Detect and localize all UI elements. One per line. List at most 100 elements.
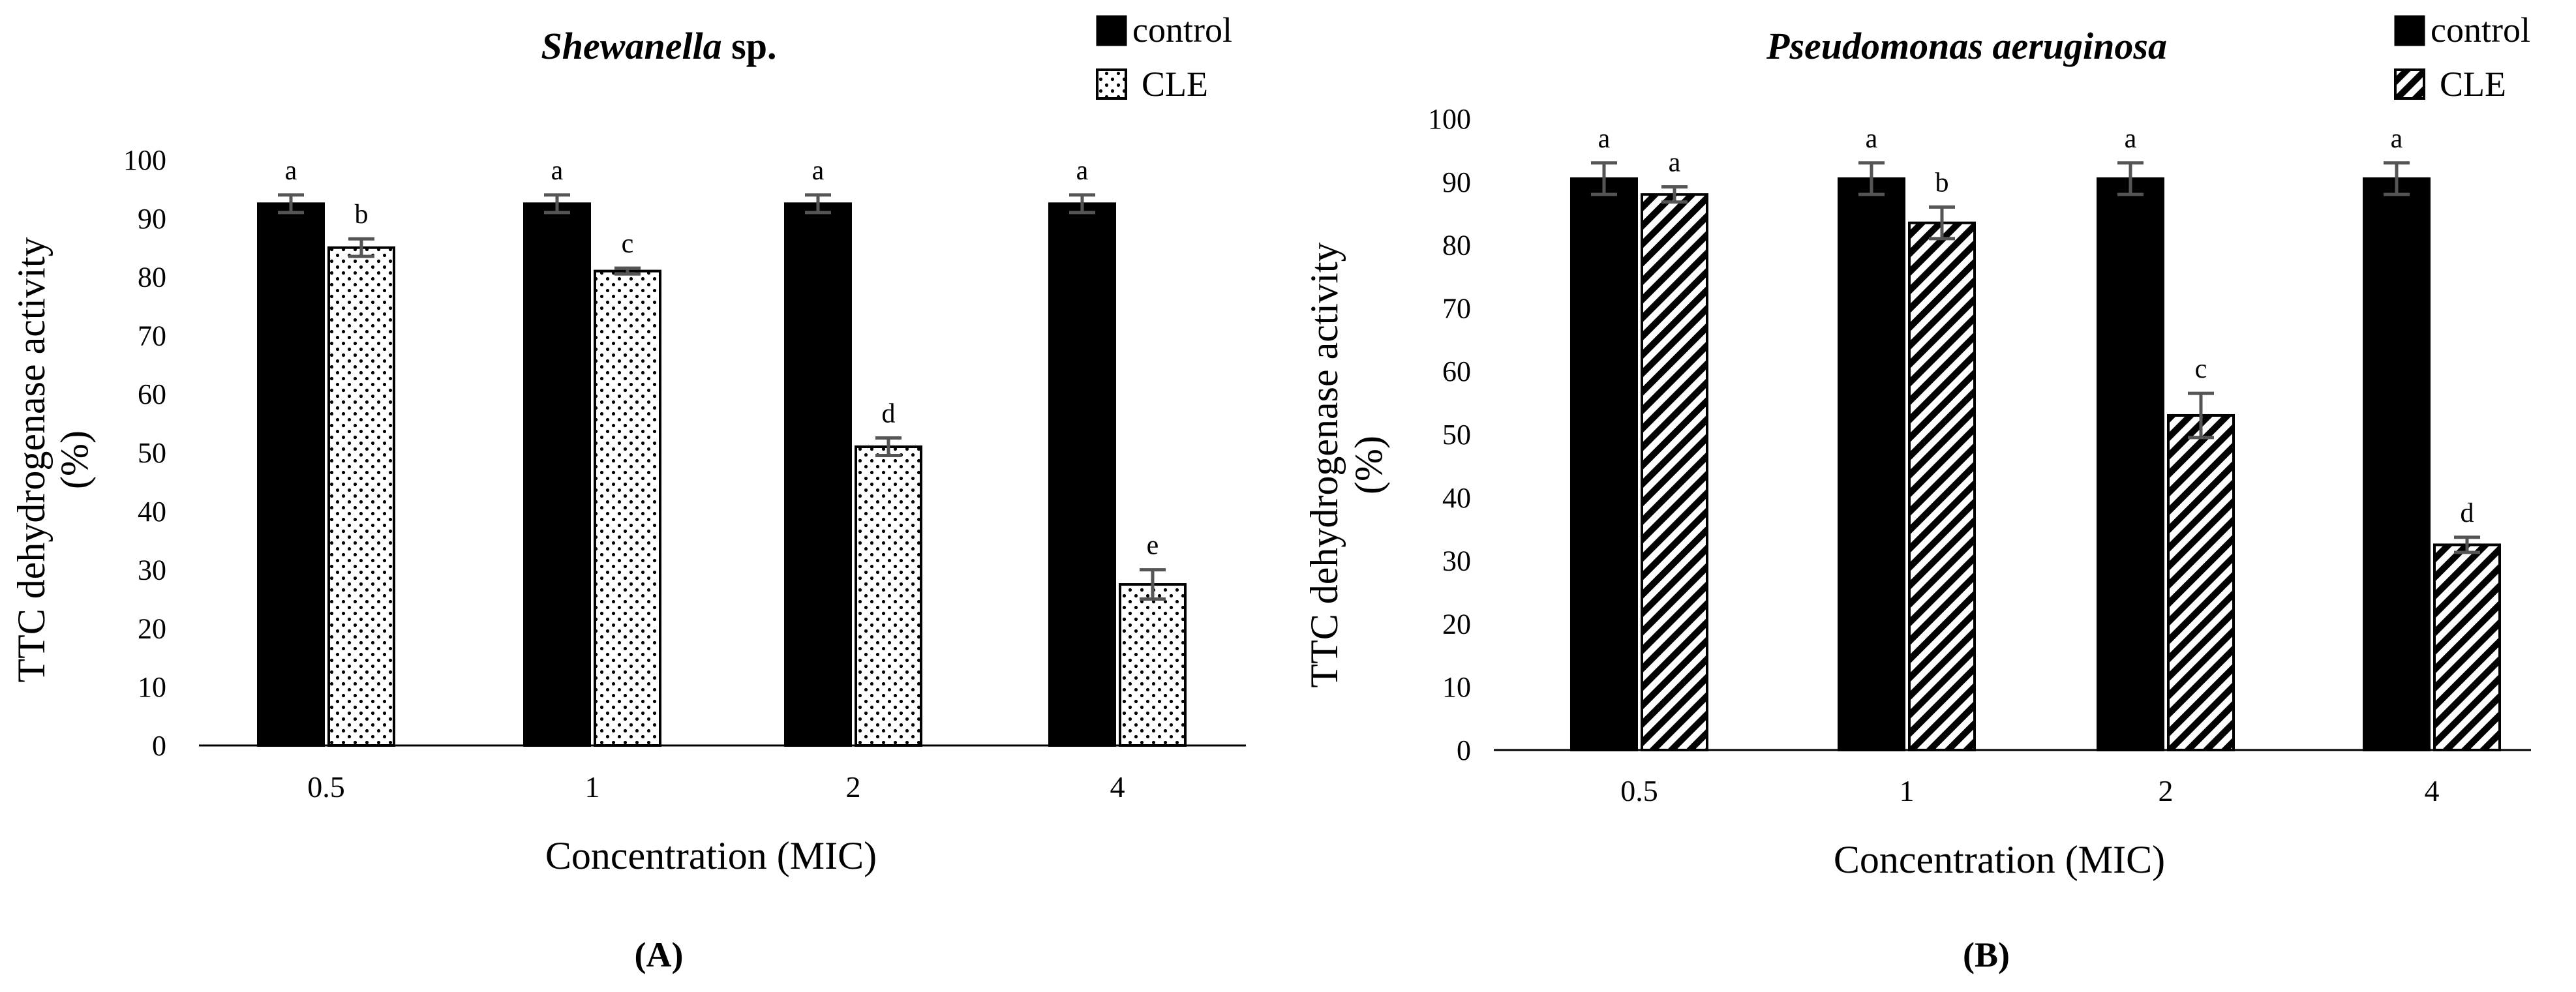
chart-a-xlabel: Concentration (MIC): [545, 834, 877, 877]
chart-a-title-rest: sp.: [722, 25, 777, 67]
error-bar: [2188, 391, 2214, 440]
chart-a-title: Shewanella sp.: [541, 25, 777, 67]
y-tick-label: 70: [1442, 292, 1471, 324]
error-bar: [1929, 205, 1955, 241]
y-tick-label: 10: [1442, 671, 1471, 703]
x-tick-label: 4: [1110, 770, 1125, 804]
legend-swatch-cle: [2394, 68, 2425, 100]
y-tick-label: 100: [123, 144, 166, 176]
bar-control: [1838, 177, 1905, 751]
y-tick-label: 60: [1442, 355, 1471, 387]
significance-letter: d: [882, 399, 896, 429]
chart-a-panel-label: (A): [635, 935, 684, 974]
y-tick-label: 70: [138, 320, 166, 352]
significance-letter: a: [1866, 124, 1878, 154]
x-tick-label: 1: [1900, 774, 1915, 807]
significance-letter: a: [285, 156, 297, 186]
y-tick-label: 90: [1442, 166, 1471, 198]
chart-b-ylabel-main: TTC dehydrogenase activity: [1303, 242, 1346, 687]
bar-cle: [1641, 193, 1708, 752]
x-tick-label: 0.5: [307, 770, 345, 804]
chart-b-ylabel-sub: (%): [1347, 436, 1390, 494]
significance-letter: a: [1598, 124, 1611, 154]
y-tick-label: 20: [138, 612, 166, 644]
y-tick-label: 0: [1457, 734, 1471, 766]
error-bar: [805, 193, 831, 215]
error-bar: [1858, 161, 1885, 196]
legend-swatch-control: [2394, 15, 2425, 46]
chart-b-ylabel: TTC dehydrogenase activity (%): [1303, 242, 1390, 687]
bar-control: [1570, 177, 1638, 751]
chart-a: Shewanella sp. control CLE TTC dehydroge…: [10, 10, 1246, 974]
chart-b-y-ticks: 0 10 20 30 40 50 60 70 80 90 100: [1428, 103, 1471, 766]
significance-letter: e: [1147, 531, 1159, 561]
error-bar: [1591, 161, 1617, 196]
x-tick-label: 0.5: [1620, 774, 1658, 807]
chart-a-bars: [257, 202, 1187, 747]
legend-label-cle: CLE: [2440, 65, 2506, 104]
y-tick-label: 80: [138, 262, 166, 293]
error-bar: [2117, 161, 2144, 196]
y-tick-label: 40: [138, 496, 166, 528]
significance-letter: a: [1669, 148, 1681, 178]
error-bar: [875, 436, 902, 457]
error-bar: [1140, 568, 1166, 601]
y-tick-label: 30: [138, 554, 166, 586]
chart-b-title-italic: Pseudomonas aeruginosa: [1766, 25, 2167, 67]
significance-letter: b: [1935, 168, 1949, 198]
significance-letter: c: [622, 229, 634, 259]
error-bar: [1069, 193, 1095, 215]
bar-cle: [1908, 221, 1976, 752]
bar-cle: [594, 269, 661, 747]
y-tick-label: 100: [1428, 103, 1471, 135]
chart-b-title: Pseudomonas aeruginosa: [1766, 25, 2167, 67]
chart-a-y-ticks: 0 10 20 30 40 50 60 70 80 90 100: [123, 144, 166, 762]
chart-b-significance-labels: a a a a a b c d: [1598, 124, 2474, 528]
bar-cle: [855, 445, 922, 747]
y-tick-label: 90: [138, 203, 166, 235]
bar-control: [784, 202, 852, 747]
chart-a-error-bars: [278, 193, 1166, 601]
y-tick-label: 20: [1442, 608, 1471, 640]
significance-letter: a: [2125, 124, 2137, 154]
x-tick-label: 4: [2425, 774, 2440, 807]
chart-a-significance-labels: a a a a b c d e: [285, 156, 1159, 561]
significance-letter: d: [2461, 498, 2474, 528]
x-tick-label: 1: [585, 770, 600, 804]
legend-swatch-cle: [1096, 68, 1127, 100]
y-tick-label: 50: [138, 437, 166, 469]
chart-a-legend: control CLE: [1096, 10, 1232, 104]
legend-label-cle: CLE: [1142, 65, 1208, 104]
chart-a-ylabel: TTC dehydrogenase activity (%): [10, 237, 96, 682]
chart-b-x-ticks: 0.5 1 2 4: [1620, 774, 2439, 807]
chart-b-bars: [1570, 177, 2501, 752]
y-tick-label: 30: [1442, 545, 1471, 577]
error-bar: [1661, 185, 1688, 204]
chart-b-xlabel: Concentration (MIC): [1834, 838, 2165, 881]
chart-a-x-ticks: 0.5 1 2 4: [307, 770, 1125, 804]
significance-letter: a: [551, 156, 564, 186]
chart-b-legend: control CLE: [2394, 10, 2530, 104]
significance-letter: c: [2195, 354, 2207, 384]
legend-label-control: control: [2431, 10, 2530, 50]
y-tick-label: 40: [1442, 482, 1471, 514]
legend-label-control: control: [1132, 10, 1232, 50]
error-bar: [544, 193, 570, 215]
significance-letter: b: [355, 200, 369, 230]
significance-letter: a: [812, 156, 825, 186]
bar-cle: [1119, 583, 1187, 747]
error-bar: [2454, 535, 2480, 554]
y-tick-label: 50: [1442, 419, 1471, 451]
x-tick-label: 2: [2159, 774, 2174, 807]
chart-b: Pseudomonas aeruginosa control CLE TTC d…: [1303, 10, 2531, 974]
error-bar: [614, 266, 641, 276]
chart-a-ylabel-sub: (%): [53, 430, 96, 489]
bar-control: [2363, 177, 2431, 751]
y-tick-label: 10: [138, 671, 166, 703]
chart-b-panel-label: (B): [1963, 935, 2010, 974]
significance-letter: a: [1076, 156, 1089, 186]
chart-a-title-italic: Shewanella: [541, 25, 722, 67]
error-bar: [278, 193, 304, 215]
significance-letter: a: [2391, 124, 2403, 154]
